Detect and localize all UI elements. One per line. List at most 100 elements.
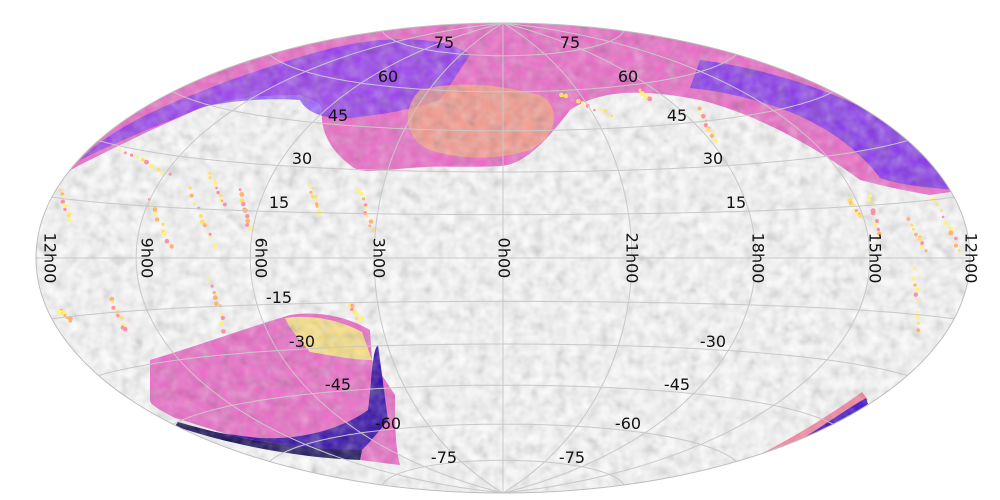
field-dot — [56, 309, 62, 315]
field-dot — [948, 230, 954, 236]
field-dot — [941, 215, 945, 219]
field-dot — [351, 304, 355, 308]
field-dot — [559, 92, 564, 98]
field-dot — [153, 212, 157, 216]
field-dot — [848, 197, 853, 203]
dec-labels: 75 60 45 30 15 75 60 45 30 15 -15 -30 -4… — [266, 33, 746, 467]
field-dot — [958, 249, 961, 252]
field-dot — [63, 313, 67, 317]
parallel-line — [51, 300, 955, 320]
field-dot — [876, 227, 880, 232]
field-dot — [610, 114, 614, 118]
field-dot — [213, 181, 218, 186]
graticule — [36, 22, 970, 494]
field-dot — [221, 329, 226, 334]
field-dot — [915, 314, 920, 319]
field-dot — [368, 224, 372, 228]
field-dot — [917, 300, 920, 303]
field-dot — [152, 207, 158, 212]
field-dot — [248, 226, 253, 231]
field-dot — [913, 292, 918, 297]
field-dot — [156, 167, 161, 172]
ra-label: 0h00 — [495, 238, 514, 279]
field-dot — [948, 226, 954, 232]
parallel-line — [269, 423, 737, 462]
field-dot — [198, 213, 203, 218]
ra-label: 9h00 — [138, 238, 157, 279]
field-dot — [920, 241, 924, 246]
field-dot — [218, 198, 222, 202]
field-dot — [877, 231, 882, 236]
field-dot — [111, 299, 114, 303]
dec-label: -60 — [615, 414, 641, 433]
field-dot — [701, 114, 706, 119]
field-dot — [212, 244, 218, 249]
dec-label: 15 — [726, 193, 746, 212]
dec-label: 75 — [434, 33, 454, 52]
field-dot — [714, 138, 719, 143]
dec-label: 60 — [378, 67, 398, 86]
field-dot — [914, 232, 918, 237]
field-dot — [220, 199, 224, 203]
field-dot — [644, 94, 649, 99]
ra-label: 3h00 — [370, 238, 389, 279]
field-dot — [58, 188, 62, 192]
field-dot — [307, 183, 311, 187]
field-dot — [129, 153, 134, 157]
parallel-line — [98, 140, 908, 173]
field-dot — [149, 164, 155, 169]
dec-label: 60 — [618, 67, 638, 86]
field-dot — [123, 151, 127, 155]
field-dot — [943, 220, 948, 226]
dec-label: 45 — [667, 106, 687, 125]
ra-label: 15h00 — [866, 233, 885, 284]
field-dot — [63, 207, 67, 212]
field-dot — [245, 214, 250, 219]
field-dot — [365, 214, 369, 218]
dec-label: -75 — [559, 448, 585, 467]
field-dot — [189, 193, 194, 198]
field-dot — [222, 202, 227, 207]
parallel-line — [51, 196, 955, 216]
dec-label: -60 — [375, 414, 401, 433]
field-dot — [66, 213, 71, 218]
field-dot — [314, 195, 318, 199]
field-dot — [213, 178, 216, 182]
field-dot — [116, 314, 120, 318]
field-dot — [207, 278, 211, 282]
field-dot — [135, 154, 140, 159]
ra-label: 6h00 — [252, 238, 271, 279]
field-dot — [241, 201, 246, 207]
field-dot — [910, 223, 914, 227]
field-dot — [372, 228, 376, 233]
field-dot — [168, 172, 172, 176]
ra-label: 12h00 — [41, 233, 60, 284]
field-dot — [140, 157, 145, 162]
field-dot — [212, 295, 218, 301]
field-dot — [365, 206, 368, 209]
field-dot — [219, 321, 224, 326]
field-dot — [118, 148, 122, 152]
field-dot — [703, 123, 708, 128]
ra-label: 18h00 — [749, 233, 768, 284]
field-dot — [202, 223, 207, 228]
field-dot — [874, 219, 879, 223]
field-dot — [912, 227, 915, 231]
dec-label: -30 — [289, 332, 315, 351]
field-dot — [914, 287, 920, 292]
field-dot — [576, 99, 581, 104]
field-dot — [120, 316, 124, 320]
parallel-line — [269, 54, 737, 93]
field-dot — [212, 290, 216, 295]
field-dot — [871, 202, 875, 205]
field-dot — [363, 203, 368, 207]
parallel-line — [172, 91, 834, 132]
field-dot — [920, 244, 924, 249]
ra-label: 21h00 — [623, 233, 642, 284]
dec-label: 75 — [560, 33, 580, 52]
field-dot — [876, 237, 880, 241]
field-dot — [913, 283, 917, 287]
parallel-line — [381, 30, 625, 57]
field-dot — [209, 235, 213, 239]
